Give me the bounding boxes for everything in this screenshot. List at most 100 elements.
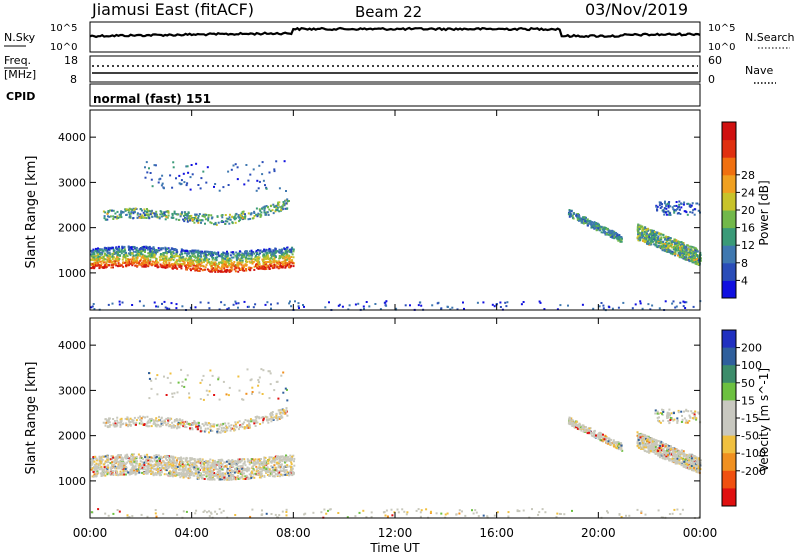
power-echo-cell	[125, 214, 128, 216]
vel-echo-cell	[234, 468, 236, 470]
power-echo-cell	[128, 207, 131, 210]
power-echo-cell	[685, 301, 688, 304]
power-echo-cell	[592, 222, 595, 225]
power-echo-cell	[594, 227, 597, 230]
power-echo-cell	[648, 235, 651, 238]
power-echo-cell	[186, 217, 188, 220]
power-echo-cell	[692, 249, 695, 252]
vel-echo-cell	[164, 466, 167, 469]
power-echo-cell	[200, 261, 203, 264]
power-echo-cell	[639, 236, 642, 239]
power-echo-cell	[209, 254, 212, 257]
power-echo-cell	[140, 258, 142, 261]
power-echo-cell	[598, 225, 601, 228]
power-echo-cell	[237, 252, 240, 255]
power-echo-cell	[166, 216, 169, 219]
vel-echo-cell	[196, 471, 199, 474]
vel-echo-cell	[160, 461, 163, 464]
vel-echo-cell	[236, 467, 239, 470]
power-echo-cell	[263, 253, 265, 256]
power-echo-cell	[446, 305, 449, 308]
vel-echo-cell	[174, 469, 177, 472]
vel-echo-cell	[187, 460, 190, 463]
vel-echo-cell	[126, 461, 129, 464]
power-echo-cell	[118, 254, 121, 257]
power-echo-cell	[668, 201, 671, 203]
power-echo-cell	[246, 305, 249, 308]
vel-echo-cell	[115, 460, 118, 462]
power-echo-cell	[252, 258, 255, 261]
power-echo-cell	[210, 217, 213, 220]
vel-echo-cell	[120, 468, 123, 471]
vel-echo-cell	[150, 456, 153, 459]
vel-echo-cell	[109, 469, 112, 472]
vel-echo-cell	[138, 466, 141, 469]
power-echo-cell	[129, 216, 132, 219]
power-echo-cell	[208, 251, 211, 254]
power-echo-cell	[559, 304, 562, 307]
vel-echo-cell	[290, 466, 292, 469]
vel-echo-cell	[259, 470, 262, 473]
power-echo-cell	[639, 302, 642, 305]
power-echo-cell	[190, 269, 192, 272]
power-echo-cell	[276, 302, 279, 305]
power-echo-cell	[237, 302, 240, 305]
power-echo-cell	[206, 254, 209, 257]
power-echo-cell	[264, 255, 266, 258]
power-echo-cell	[292, 248, 295, 251]
vel-echo-cell	[164, 469, 167, 472]
vel-echo-cell	[131, 454, 134, 457]
vel-echo-cell	[143, 461, 146, 464]
vel-echo-cell	[114, 470, 117, 472]
vel-echo-cell	[291, 455, 294, 458]
power-echo-cell	[687, 258, 690, 261]
power-echo-cell	[103, 215, 106, 218]
power-echo-cell	[163, 212, 166, 215]
power-echo-cell	[98, 267, 101, 270]
power-echo-cell	[236, 261, 239, 264]
vel-echo-cell	[181, 473, 184, 476]
power-echo-cell	[131, 264, 134, 267]
power-echo-cell	[248, 260, 251, 263]
vel-echo-cell	[243, 472, 246, 475]
vel-echo-cell	[229, 476, 232, 478]
power-echo-cell	[610, 232, 613, 235]
vel-echo-cell	[252, 462, 254, 464]
power-echo-cell	[249, 173, 252, 176]
power-echo-cell	[171, 214, 174, 217]
power-echo-cell	[216, 256, 219, 259]
power-echo-cell	[265, 187, 268, 190]
power-echo-cell	[257, 262, 260, 265]
power-echo-cell	[284, 199, 287, 202]
power-echo-cell	[282, 260, 285, 263]
freq-panel: Freq. [MHz] 18 8 60 0 Nave	[4, 54, 776, 86]
freq-left-tick-top: 18	[64, 54, 78, 67]
power-echo-cell	[95, 258, 98, 261]
noise-right-tick-top: 10^5	[708, 23, 735, 34]
power-echo-cell	[678, 205, 680, 208]
power-echo-cell	[538, 300, 541, 303]
vel-echo-cell	[232, 478, 235, 481]
power-echo-cell	[156, 260, 158, 263]
power-echo-cell	[272, 212, 275, 215]
vel-echo-cell	[284, 455, 287, 458]
power-echo-cell	[143, 208, 146, 211]
power-echo-cell	[639, 228, 642, 230]
power-echo-cell	[599, 227, 602, 230]
power-echo-cell	[167, 214, 170, 217]
power-echo-cell	[687, 251, 690, 254]
power-echo-cell	[205, 263, 208, 266]
power-echo-cell	[270, 265, 273, 267]
vel-echo-cell	[232, 470, 235, 473]
power-echo-cell	[648, 237, 651, 240]
vel-echo-cell	[211, 459, 214, 462]
power-echo-cell	[160, 247, 163, 250]
power-echo-cell	[157, 261, 160, 264]
power-echo-cell	[681, 243, 684, 246]
vel-echo-cell	[103, 470, 106, 473]
vel-echo-cell	[179, 468, 182, 471]
power-echo-cell	[354, 303, 357, 306]
power-echo-cell	[174, 248, 177, 251]
power-echo-cell	[650, 243, 653, 246]
power-echo-cell	[95, 264, 98, 267]
